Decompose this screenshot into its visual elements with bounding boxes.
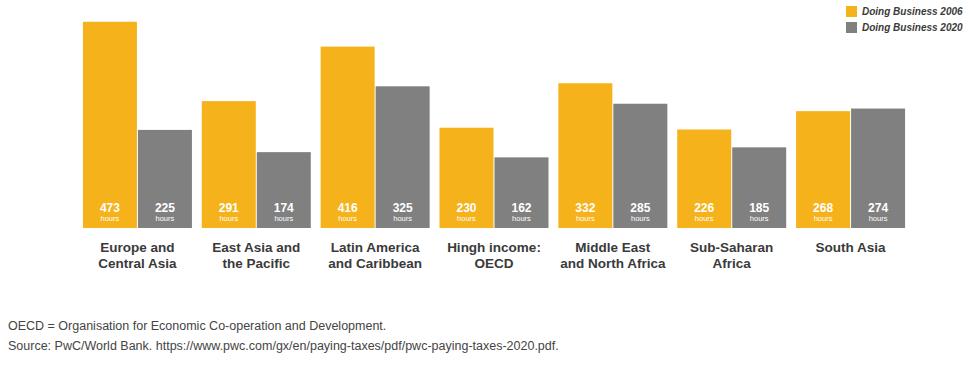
category-label: Latin Americaand Caribbean — [328, 240, 422, 271]
bars — [83, 22, 905, 228]
bar — [440, 128, 494, 228]
bar — [558, 83, 612, 228]
bar — [202, 101, 256, 228]
data-label: 416hours — [338, 201, 358, 223]
bar — [321, 47, 375, 228]
x-axis-labels: Europe andCentral Asia East Asia andthe P… — [98, 240, 886, 271]
data-label: 174hours — [274, 201, 294, 223]
legend-label: Doing Business 2020 — [862, 22, 963, 33]
bar — [851, 109, 905, 228]
footnotes: OECD = Organisation for Economic Co-oper… — [8, 319, 559, 353]
data-label: 225hours — [155, 201, 175, 223]
bar — [613, 104, 667, 228]
data-label: 291hours — [219, 201, 239, 223]
data-label: 274hours — [868, 201, 888, 223]
bar — [83, 22, 137, 228]
data-label: 332hours — [575, 201, 595, 223]
bar — [732, 147, 786, 228]
footnote: Source: PwC/World Bank. https://www.pwc.… — [8, 339, 559, 353]
footnote: OECD = Organisation for Economic Co-oper… — [8, 319, 386, 333]
data-label: 473hours — [100, 201, 120, 223]
data-label: 285hours — [630, 201, 650, 223]
category-label: South Asia — [816, 240, 886, 255]
data-label: 268hours — [813, 201, 833, 223]
data-label: 162hours — [511, 201, 531, 223]
category-label: Europe andCentral Asia — [98, 240, 177, 271]
legend-label: Doing Business 2006 — [862, 6, 963, 17]
category-label: Sub-SaharanAfrica — [690, 240, 773, 271]
background — [0, 0, 974, 383]
category-label: East Asia andthe Pacific — [212, 240, 300, 271]
legend-swatch — [846, 6, 857, 17]
chart: 473hours 291hours 416hours 230hours 332hours… — [0, 0, 974, 383]
data-label: 325hours — [393, 201, 413, 223]
data-label: 230hours — [456, 201, 476, 223]
data-label: 185hours — [749, 201, 769, 223]
bar — [138, 130, 192, 228]
category-label: Hingh income:OECD — [447, 240, 541, 271]
category-label: Middle Eastand North Africa — [560, 240, 666, 271]
data-labels: 473hours 291hours 416hours 230hours 332hours… — [100, 201, 888, 223]
bar — [257, 152, 311, 228]
bar — [677, 129, 731, 228]
bar — [376, 86, 430, 228]
bar — [796, 111, 850, 228]
legend: Doing Business 2006 Doing Business 2020 — [846, 6, 963, 33]
legend-swatch — [846, 22, 857, 33]
bar — [495, 157, 549, 228]
data-label: 226hours — [694, 201, 714, 223]
